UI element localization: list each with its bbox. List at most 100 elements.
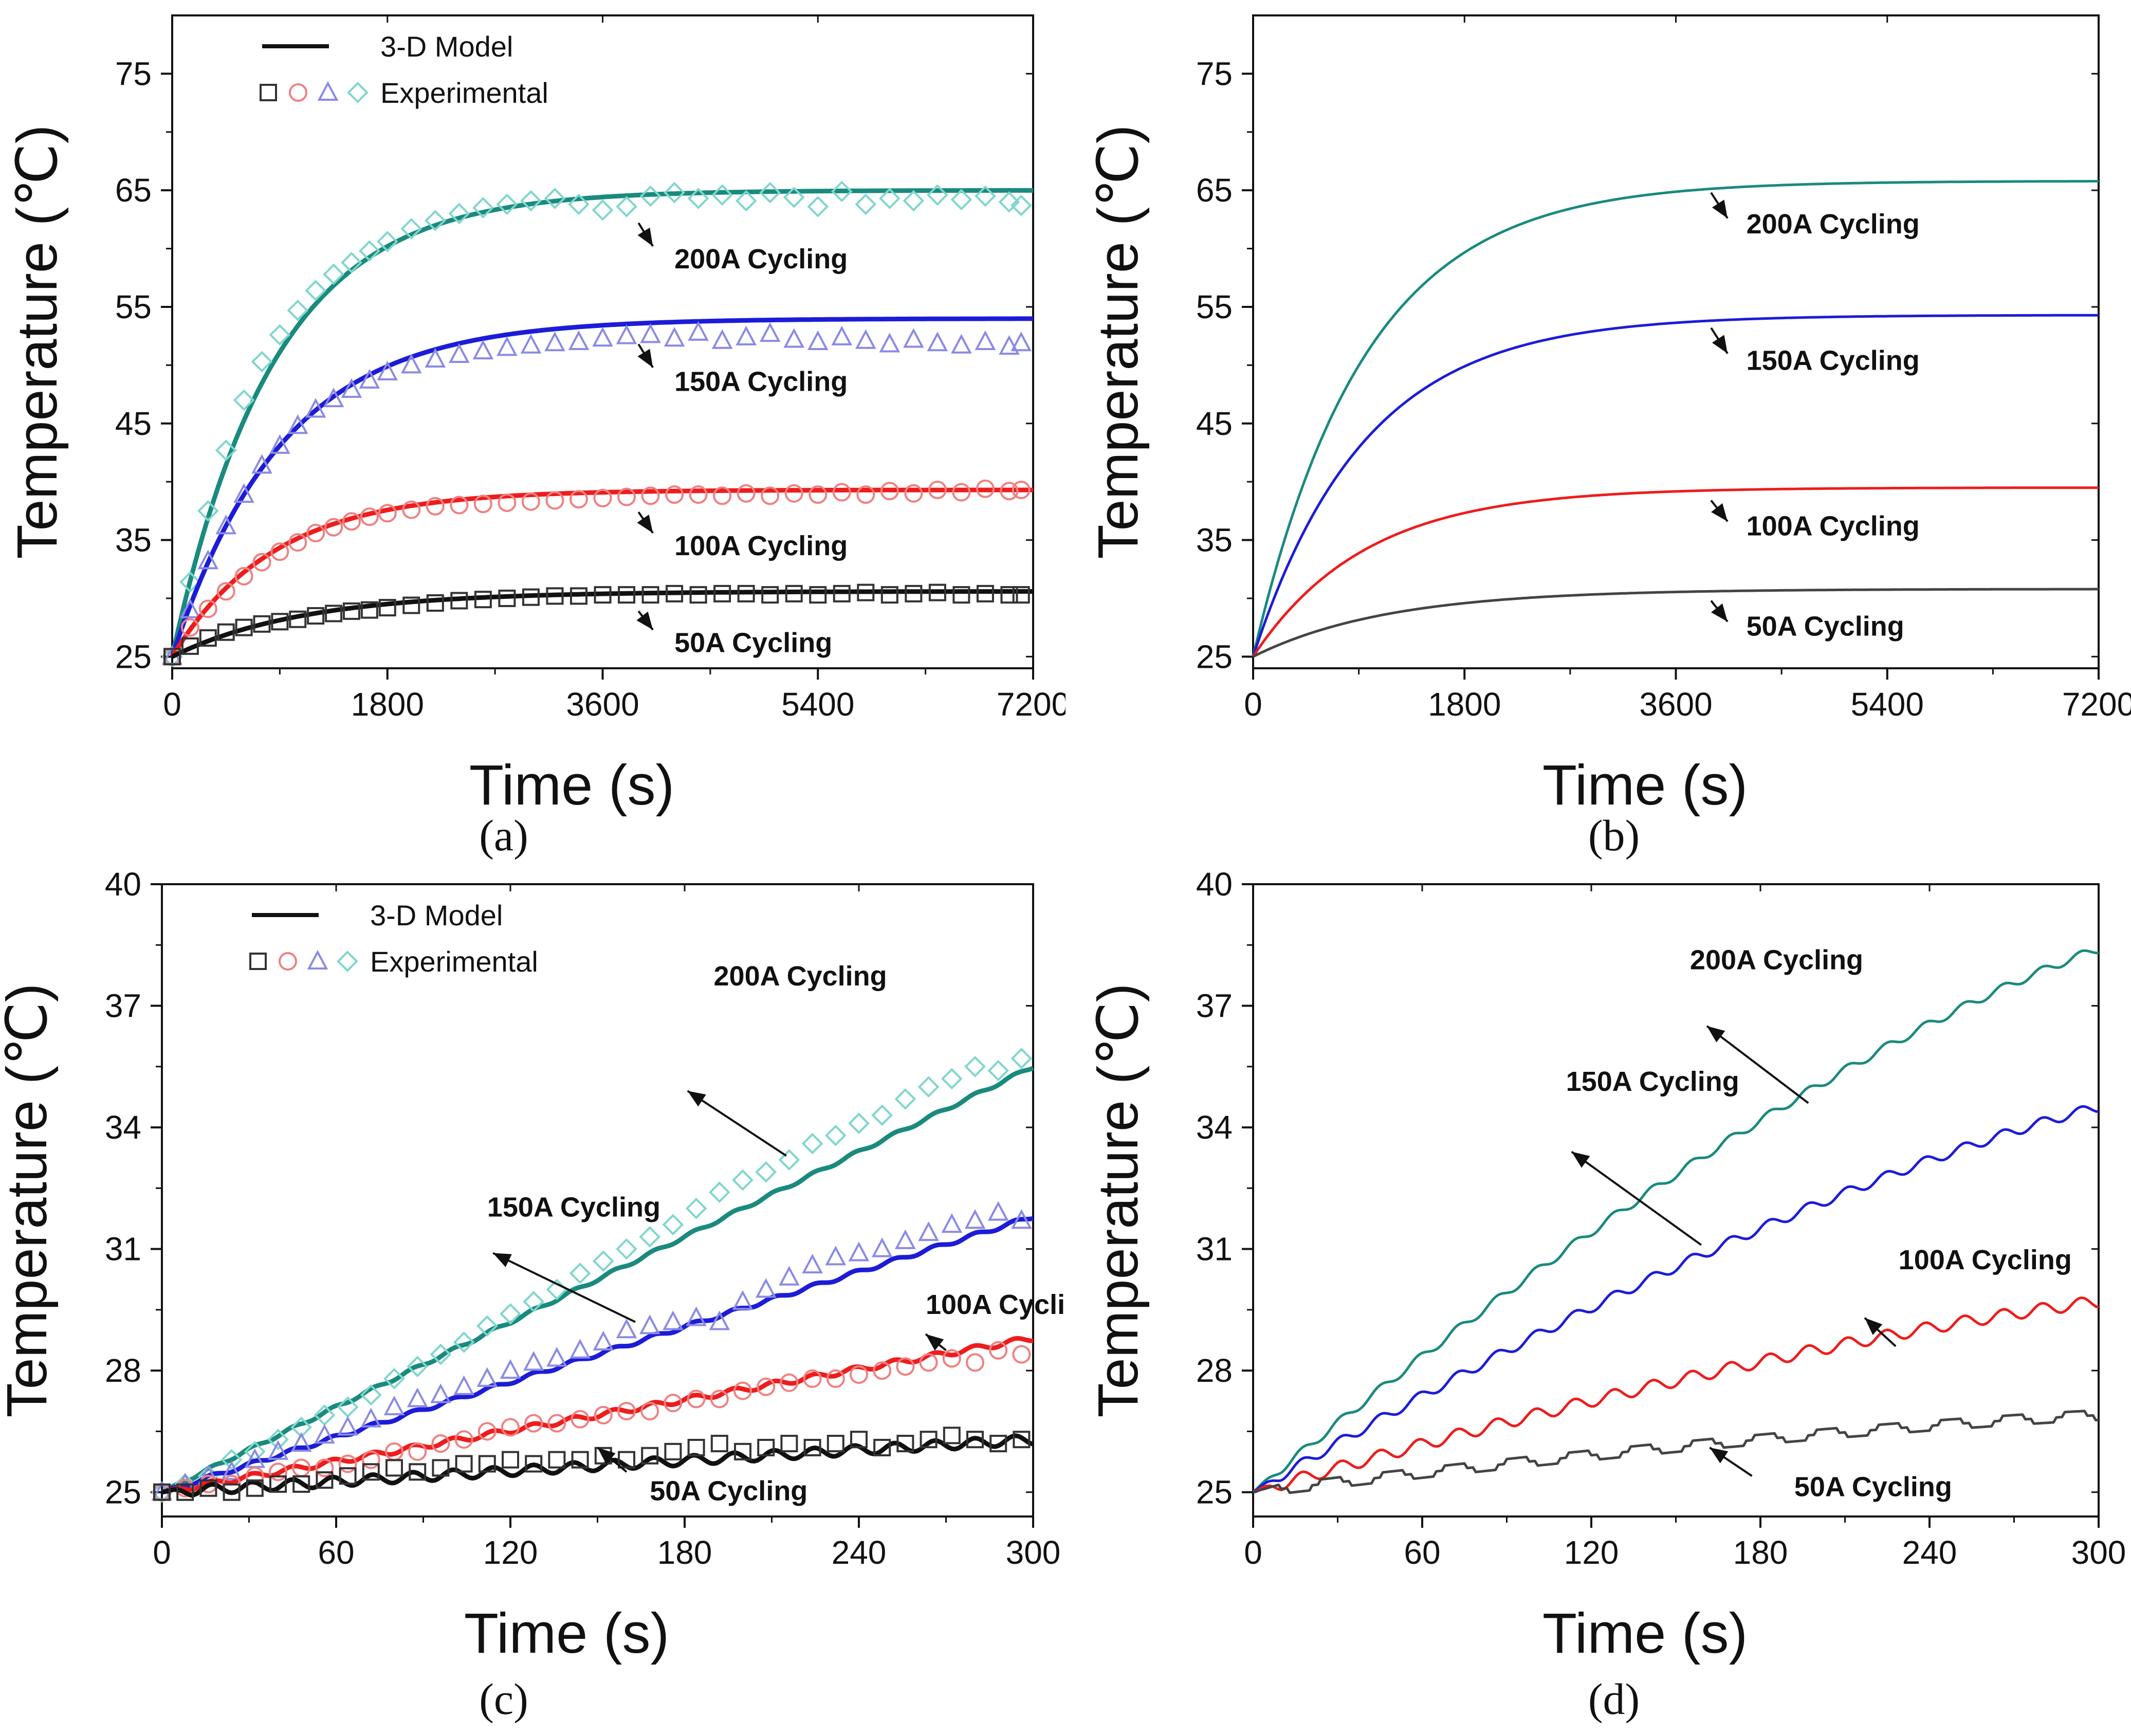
plot-area-b: 0 1800 3600 5400 7200 25 35 45 55 65 75 Time (s) Tem… xyxy=(1087,14,2131,817)
series-150a-cycling: 150A Cycling xyxy=(1252,314,2099,657)
data-point-50a-cycling xyxy=(850,1431,868,1449)
data-point-200a-cycling xyxy=(879,188,901,209)
data-point-200a-cycling xyxy=(359,240,380,262)
data-point-150a-cycling xyxy=(951,334,972,354)
annotation-arrowhead-50a-cycling xyxy=(636,611,653,630)
x-tick-label: 180 xyxy=(1733,1534,1788,1571)
data-point-100a-cycling xyxy=(873,1361,892,1380)
y-tick-label: 40 xyxy=(105,869,141,903)
y-tick-label: 28 xyxy=(105,1352,141,1389)
data-point-200a-cycling xyxy=(472,197,494,219)
data-point-100a-cycling xyxy=(342,512,361,531)
data-point-100a-cycling xyxy=(1012,1345,1031,1364)
data-point-150a-cycling xyxy=(855,329,876,349)
data-point-100a-cycling xyxy=(477,1422,497,1441)
data-point-200a-cycling xyxy=(998,191,1020,213)
annotation-arrowhead-150a-cycling xyxy=(637,349,653,368)
data-point-50a-cycling xyxy=(1012,586,1030,604)
x-tick-label: 300 xyxy=(1006,1534,1061,1571)
x-tick-label: 0 xyxy=(153,1534,171,1571)
y-axis-label: Temperature (℃) xyxy=(1087,125,1150,559)
series-100a-cycling: 100A Cycling xyxy=(1253,1245,2099,1494)
data-point-50a-cycling xyxy=(271,613,289,631)
axis-frame xyxy=(1252,14,2100,669)
x-tick-label: 7200 xyxy=(997,686,1066,723)
annotation-label-50a-cycling: 50A Cycling xyxy=(1747,611,1904,642)
data-point-150a-cycling xyxy=(807,330,829,350)
data-point-200a-cycling xyxy=(941,1068,963,1090)
x-tick-label: 3600 xyxy=(566,686,639,723)
x-tick-label: 7200 xyxy=(2062,686,2131,723)
annotation-arrowhead-150a-cycling xyxy=(1571,1152,1590,1168)
data-point-150a-cycling xyxy=(664,326,685,347)
annotation-label-100a-cycling: 100A Cycling xyxy=(1747,510,1920,541)
data-point-200a-cycling xyxy=(732,1169,754,1191)
data-point-100a-cycling xyxy=(324,518,343,537)
y-tick-label: 25 xyxy=(1196,1474,1233,1511)
data-point-100a-cycling xyxy=(826,1369,845,1388)
data-point-100a-cycling xyxy=(640,1402,659,1420)
model-line-100a-cycling xyxy=(170,487,1033,658)
annotation-arrow-150a-cycling xyxy=(492,1252,636,1323)
annotation-label-100a-cycling: 100A Cycling xyxy=(1899,1245,2072,1275)
data-point-200a-cycling xyxy=(341,251,362,273)
data-point-200a-cycling xyxy=(711,184,733,206)
data-point-100a-cycling xyxy=(198,599,217,618)
data-point-100a-cycling xyxy=(976,479,995,498)
data-point-50a-cycling xyxy=(199,629,217,647)
data-point-100a-cycling xyxy=(757,1377,776,1396)
model-line-150a-cycling xyxy=(1252,314,2099,657)
data-point-50a-cycling xyxy=(498,589,516,607)
annotation-arrowhead-50a-cycling xyxy=(1710,1447,1729,1464)
data-point-200a-cycling xyxy=(855,193,877,215)
legend-model-label: 3-D Model xyxy=(370,899,503,931)
y-tick-label: 34 xyxy=(105,1109,141,1146)
x-tick-label: 180 xyxy=(657,1534,712,1571)
legend-marker-50a-cycling xyxy=(260,84,277,101)
x-tick-label: 120 xyxy=(483,1534,538,1571)
model-line-100a-cycling xyxy=(161,1336,1034,1495)
data-point-50a-cycling xyxy=(976,584,994,602)
data-point-100a-cycling xyxy=(832,483,851,502)
data-point-150a-cycling xyxy=(544,332,565,352)
data-point-150a-cycling xyxy=(688,321,709,341)
data-point-150a-cycling xyxy=(497,336,518,356)
data-point-50a-cycling xyxy=(928,583,946,601)
data-point-100a-cycling xyxy=(360,507,379,526)
data-point-200a-cycling xyxy=(448,203,470,225)
data-point-100a-cycling xyxy=(687,1390,706,1409)
x-axis-label: Time (s) xyxy=(1542,1602,1748,1665)
data-point-50a-cycling xyxy=(833,584,851,602)
data-point-150a-cycling xyxy=(267,1440,289,1460)
data-point-100a-cycling xyxy=(989,1341,1008,1360)
model-line-50a-cycling xyxy=(161,1433,1034,1498)
data-point-200a-cycling xyxy=(1011,1048,1033,1069)
data-point-100a-cycling xyxy=(733,1381,752,1400)
data-point-50a-cycling xyxy=(570,587,587,605)
data-point-200a-cycling xyxy=(376,231,398,252)
data-point-200a-cycling xyxy=(290,1416,313,1438)
data-point-150a-cycling xyxy=(1011,332,1032,352)
data-point-200a-cycling xyxy=(221,1449,243,1471)
data-point-100a-cycling xyxy=(288,533,307,552)
data-point-50a-cycling xyxy=(761,586,779,604)
data-point-150a-cycling xyxy=(848,1241,870,1262)
data-point-50a-cycling xyxy=(548,1451,566,1469)
data-point-200a-cycling xyxy=(215,440,237,461)
data-point-150a-cycling xyxy=(879,333,901,353)
data-point-100a-cycling xyxy=(569,490,588,509)
annotation-label-200a-cycling: 200A Cycling xyxy=(674,244,848,275)
data-point-100a-cycling xyxy=(252,553,271,572)
data-point-150a-cycling xyxy=(337,1416,358,1436)
data-point-150a-cycling xyxy=(287,414,308,434)
data-point-200a-cycling xyxy=(964,1055,986,1077)
data-point-200a-cycling xyxy=(251,351,273,373)
x-tick-label: 240 xyxy=(832,1534,887,1571)
data-point-200a-cycling xyxy=(476,1315,498,1337)
annotation-label-200a-cycling: 200A Cycling xyxy=(1747,209,1920,240)
y-tick-label: 28 xyxy=(1196,1352,1233,1389)
data-point-200a-cycling xyxy=(987,1059,1009,1082)
data-point-100a-cycling xyxy=(216,582,235,601)
data-point-150a-cycling xyxy=(407,1387,428,1408)
